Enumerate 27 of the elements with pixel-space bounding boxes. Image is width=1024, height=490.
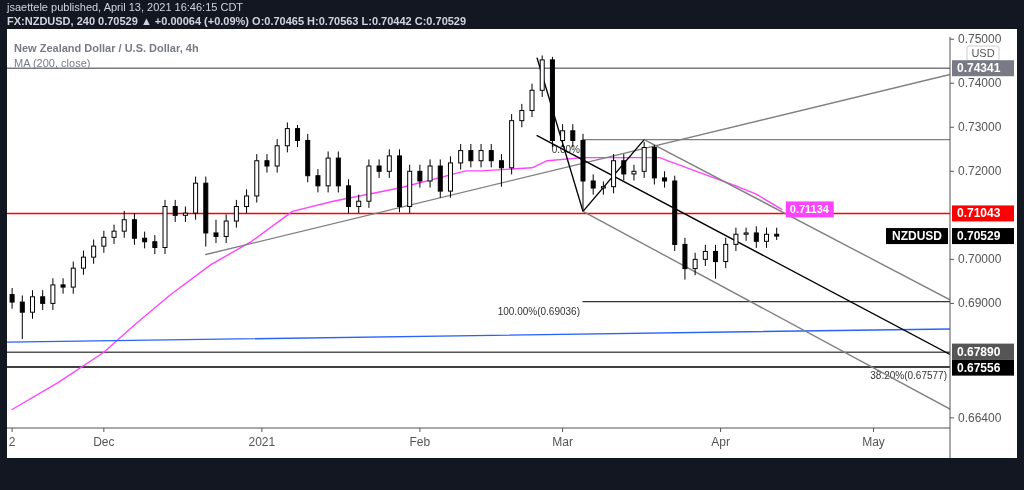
data-label: 0.71134: [789, 203, 830, 216]
x-tick-label: Dec: [93, 435, 115, 449]
y-tick-label: 0.73000: [958, 120, 1002, 135]
x-tick-label: Apr: [711, 435, 730, 449]
text: MA (200, close): [14, 57, 91, 69]
y-tick-label: 0.75000: [958, 32, 1002, 47]
y-tick-label: 0.70000: [958, 252, 1002, 267]
text: New Zealand Dollar / U.S. Dollar, 4h: [14, 42, 199, 54]
text: NZDUSD: [892, 229, 943, 244]
ref-line-label: 0.67890: [957, 344, 1001, 359]
ref-line-label: 0.67556: [957, 360, 1001, 375]
text: jsaettele published, April 13, 2021 16:46:15 CDT: [6, 1, 244, 13]
y-tick-label: 0.74000: [958, 76, 1002, 91]
x-tick-label: Feb: [409, 435, 431, 449]
text: 0.70529: [957, 229, 1001, 244]
y-tick-label: 0.66400: [958, 410, 1002, 425]
text: FX:NZDUSD, 240 0.70529 ▲ +0.00064 (+0.09%) O:0.70465 H:0.70563 L:0.70442 C:0.70529: [7, 15, 467, 27]
ref-line-label: 0.74341: [957, 61, 1001, 76]
x-tick-label: Mar: [552, 435, 573, 449]
x-tick-label: 2021: [248, 435, 276, 449]
x-tick-label: 2: [8, 435, 16, 449]
y-axis-title: USD: [971, 47, 995, 59]
y-tick-label: 0.69000: [958, 296, 1002, 311]
y-tick-label: 0.72000: [958, 164, 1002, 179]
ref-line-label: 0.71043: [957, 206, 1001, 221]
x-tick-label: May: [862, 435, 885, 449]
annotation: 100.00%(0.69036): [497, 305, 580, 317]
